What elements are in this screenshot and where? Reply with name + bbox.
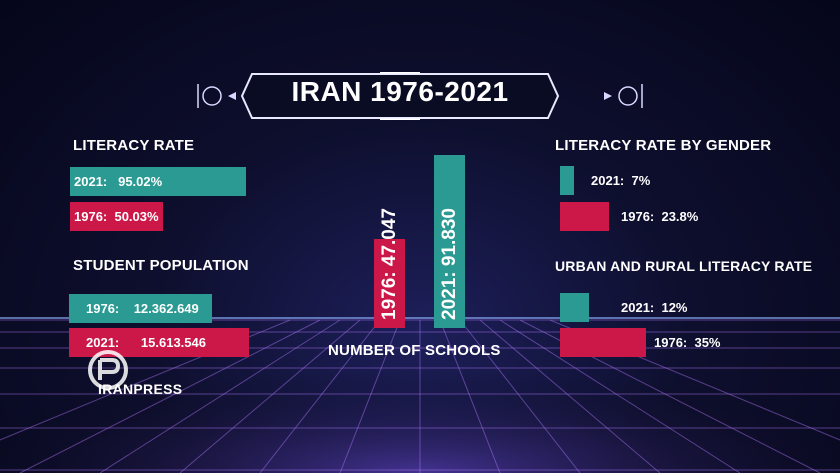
schools-1976-label: 1976: 47.047 [379,208,400,320]
gender-2021-label: 2021: 7% [591,173,651,188]
gender-heading: LITERACY RATE BY GENDER [555,137,772,154]
page-title: IRAN 1976-2021 [291,76,509,107]
literacy-1976-bar [70,202,163,231]
literacy-2021-label: 2021: 95.02% [74,174,163,189]
left-ornament-icon [197,84,236,108]
urban-1976-bar [560,328,646,357]
schools-2021-label: 2021: 91.830 [439,208,460,320]
literacy-2021-bar [70,167,246,196]
title-frame [240,72,560,120]
gender-1976-bar [560,202,609,231]
gender-2021-bar [560,166,574,195]
iranpress-logo-icon [88,350,128,390]
literacy-rate-heading: LITERACY RATE [73,137,195,154]
urban-rural-heading: URBAN AND RURAL LITERACY RATE [555,258,813,274]
population-1976-label: 1976: 12.362.649 [86,301,199,316]
urban-1976-label: 1976: 35% [654,335,721,350]
urban-2021-bar [560,293,589,322]
schools-1976-bar [374,239,405,328]
schools-2021-bar [434,155,465,328]
schools-heading: NUMBER OF SCHOOLS [328,342,501,359]
student-population-heading: STUDENT POPULATION [73,257,249,274]
population-1976-bar [69,294,212,323]
gender-1976-label: 1976: 23.8% [621,209,699,224]
literacy-1976-label: 1976: 50.03% [74,209,159,224]
iranpress-logo-text: IRANPRESS [98,381,183,397]
right-ornament-icon [604,84,643,108]
population-2021-label: 2021: 15.613.546 [86,335,206,350]
urban-2021-label: 2021: 12% [621,300,688,315]
